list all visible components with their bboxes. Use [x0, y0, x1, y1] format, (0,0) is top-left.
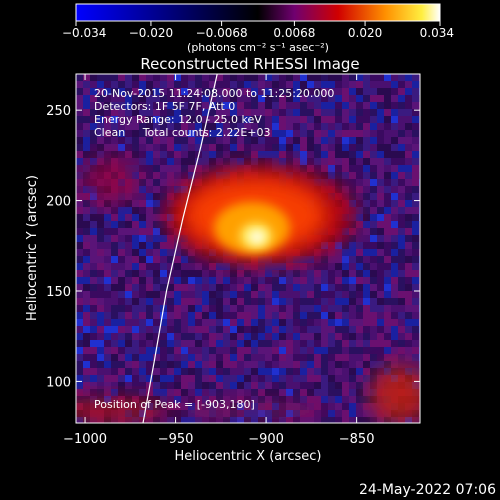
heatmap-image	[76, 74, 420, 423]
y-tick-label: 150	[46, 285, 71, 300]
colorbar-tick-label: −0.034	[62, 26, 106, 40]
solar-limb-curve	[142, 74, 218, 423]
y-tick-label: 200	[46, 195, 71, 210]
plot-frame	[75, 73, 421, 424]
annotation-clean-counts: Clean Total counts: 2.22E+03	[94, 126, 271, 139]
colorbar	[75, 3, 441, 22]
x-tick-label: −950	[158, 432, 194, 447]
footer-date: 24-May-2022 07:06	[359, 482, 496, 498]
colorbar-tick-label: −0.020	[129, 26, 173, 40]
x-tick-label: −900	[248, 432, 284, 447]
colorbar-unit-label: (photons cm⁻² s⁻¹ asec⁻²)	[187, 41, 329, 54]
annotation-time-range: 20-Nov-2015 11:24:08.000 to 11:25:20.000	[94, 87, 334, 100]
x-tick-label: −1000	[63, 432, 107, 447]
annotation-energy-range: Energy Range: 12.0 - 25.0 keV	[94, 113, 262, 126]
x-axis-label: Heliocentric X (arcsec)	[175, 449, 322, 464]
y-axis-label: Heliocentric Y (arcsec)	[25, 175, 40, 321]
y-tick-label: 250	[46, 104, 71, 119]
colorbar-ticks: −0.034 −0.020 −0.0068 0.0068 0.020 0.034	[62, 21, 454, 40]
colorbar-tick-label: 0.034	[420, 26, 454, 40]
annotation-detectors: Detectors: 1F 5F 7F, Att 0	[94, 100, 235, 113]
colorbar-tick-label: 0.0068	[273, 26, 315, 40]
annotation-peak-position: Position of Peak = [-903,180]	[94, 398, 255, 411]
y-tick-label: 100	[46, 375, 71, 390]
source-emission	[76, 155, 420, 423]
colorbar-tick-label: 0.020	[348, 26, 382, 40]
colorbar-tick-label: −0.0068	[196, 26, 248, 40]
chart-title: Reconstructed RHESSI Image	[140, 55, 359, 73]
x-tick-label: −850	[339, 432, 375, 447]
axis-ticks: −1000 −950 −900 −850 100 150 200 250	[46, 74, 420, 447]
